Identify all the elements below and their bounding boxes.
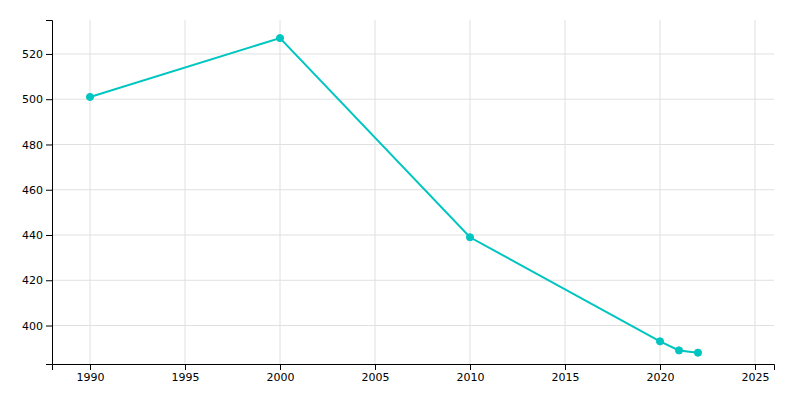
tick-label: 1990 (77, 371, 105, 384)
grid-line (52, 235, 774, 236)
grid-line (52, 144, 774, 145)
tick: 1990 (77, 364, 105, 384)
grid-line (470, 20, 471, 364)
tick: 400 (22, 320, 52, 333)
grid-line (565, 20, 566, 364)
tick-mark (46, 54, 52, 55)
point (656, 338, 663, 345)
tick: 460 (22, 184, 52, 197)
tick-mark (46, 326, 52, 327)
tick-label: 460 (22, 184, 43, 197)
grid-line (52, 325, 774, 326)
tick: 500 (22, 93, 52, 106)
tick-mark (755, 364, 756, 370)
grid-line (185, 20, 186, 364)
tick-label: 500 (22, 93, 43, 106)
tick-mark (375, 364, 376, 370)
tick-mark (185, 364, 186, 370)
tick: 520 (22, 48, 52, 61)
line (90, 38, 698, 353)
grid-line (280, 20, 281, 364)
tick: 2025 (742, 364, 770, 384)
grid-line (52, 280, 774, 281)
tick: 2010 (457, 364, 485, 384)
y-axis: 400 420 440 460 480 500 520 (22, 21, 53, 365)
tick-mark (280, 364, 281, 370)
tick-label: 2015 (552, 371, 580, 384)
tick-label: 420 (22, 274, 43, 287)
grid (52, 20, 774, 364)
axis-line (46, 21, 53, 365)
grid-line (755, 20, 756, 364)
tick-mark (46, 190, 52, 191)
point (694, 349, 701, 356)
tick-mark (660, 364, 661, 370)
tick: 440 (22, 229, 52, 242)
tick-mark (90, 364, 91, 370)
tick-label: 1995 (172, 371, 200, 384)
tick-label: 2020 (647, 371, 675, 384)
grid-line (375, 20, 376, 364)
axis-line (53, 365, 775, 371)
plot-area (86, 35, 701, 357)
grid-line (52, 189, 774, 190)
tick: 2015 (552, 364, 580, 384)
tick: 2020 (647, 364, 675, 384)
tick-label: 2000 (267, 371, 295, 384)
tick-label: 400 (22, 320, 43, 333)
grid-line (90, 20, 91, 364)
tick-label: 2010 (457, 371, 485, 384)
grid-line (660, 20, 661, 364)
tick-mark (470, 364, 471, 370)
tick-mark (46, 144, 52, 145)
grid-line (52, 53, 774, 54)
tick-mark (565, 364, 566, 370)
tick-label: 2025 (742, 371, 770, 384)
tick-label: 2005 (362, 371, 390, 384)
tick-label: 520 (22, 48, 43, 61)
tick: 420 (22, 274, 52, 287)
x-axis: 1990 1995 2000 2005 2010 2015 2020 2025 (53, 364, 775, 384)
tick-label: 440 (22, 229, 43, 242)
tick: 2000 (267, 364, 295, 384)
tick: 1995 (172, 364, 200, 384)
tick: 480 (22, 138, 52, 151)
tick-label: 480 (22, 138, 43, 151)
point (86, 93, 93, 100)
tick-mark (46, 280, 52, 281)
tick: 2005 (362, 364, 390, 384)
tick-mark (46, 99, 52, 100)
chart: 1990 1995 2000 2005 2010 2015 2020 2025 400 420 44… (0, 0, 800, 400)
point (675, 347, 682, 354)
point (466, 234, 473, 241)
tick-mark (46, 235, 52, 236)
grid-line (52, 99, 774, 100)
point (276, 35, 283, 42)
